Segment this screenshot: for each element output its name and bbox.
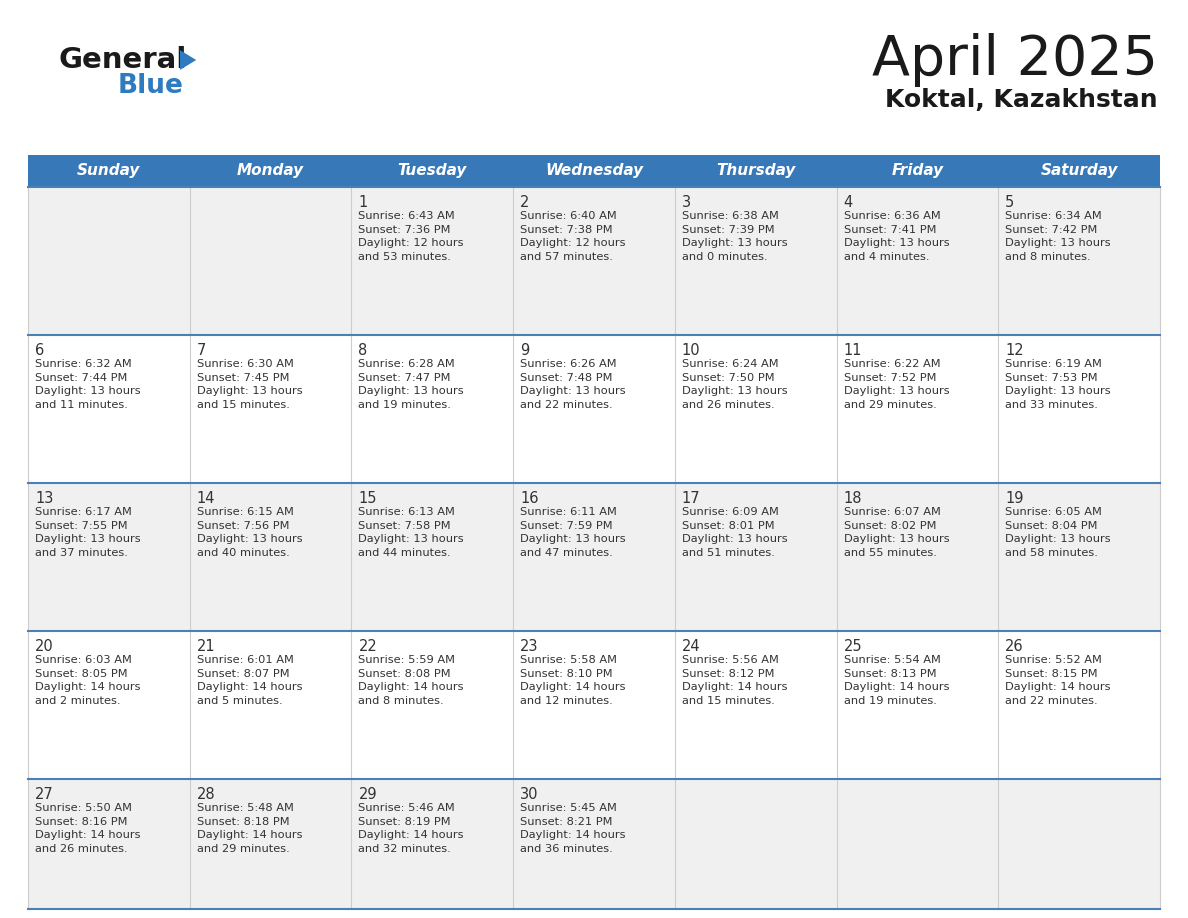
Text: April 2025: April 2025 [872, 33, 1158, 87]
Text: Sunrise: 6:15 AM
Sunset: 7:56 PM
Daylight: 13 hours
and 40 minutes.: Sunrise: 6:15 AM Sunset: 7:56 PM Dayligh… [197, 507, 302, 558]
Text: Sunrise: 6:17 AM
Sunset: 7:55 PM
Daylight: 13 hours
and 37 minutes.: Sunrise: 6:17 AM Sunset: 7:55 PM Dayligh… [34, 507, 140, 558]
Text: Koktal, Kazakhstan: Koktal, Kazakhstan [885, 88, 1158, 112]
Text: Sunrise: 5:50 AM
Sunset: 8:16 PM
Daylight: 14 hours
and 26 minutes.: Sunrise: 5:50 AM Sunset: 8:16 PM Dayligh… [34, 803, 140, 854]
Text: Sunrise: 6:38 AM
Sunset: 7:39 PM
Daylight: 13 hours
and 0 minutes.: Sunrise: 6:38 AM Sunset: 7:39 PM Dayligh… [682, 211, 788, 262]
Text: 18: 18 [843, 491, 862, 506]
Text: 15: 15 [359, 491, 377, 506]
Text: Sunrise: 6:07 AM
Sunset: 8:02 PM
Daylight: 13 hours
and 55 minutes.: Sunrise: 6:07 AM Sunset: 8:02 PM Dayligh… [843, 507, 949, 558]
Text: Sunrise: 6:32 AM
Sunset: 7:44 PM
Daylight: 13 hours
and 11 minutes.: Sunrise: 6:32 AM Sunset: 7:44 PM Dayligh… [34, 359, 140, 409]
Text: 16: 16 [520, 491, 538, 506]
Text: Sunrise: 6:43 AM
Sunset: 7:36 PM
Daylight: 12 hours
and 53 minutes.: Sunrise: 6:43 AM Sunset: 7:36 PM Dayligh… [359, 211, 465, 262]
Text: Thursday: Thursday [716, 163, 796, 178]
Text: Sunrise: 5:46 AM
Sunset: 8:19 PM
Daylight: 14 hours
and 32 minutes.: Sunrise: 5:46 AM Sunset: 8:19 PM Dayligh… [359, 803, 465, 854]
Text: 7: 7 [197, 343, 206, 358]
Text: Sunrise: 5:56 AM
Sunset: 8:12 PM
Daylight: 14 hours
and 15 minutes.: Sunrise: 5:56 AM Sunset: 8:12 PM Dayligh… [682, 655, 788, 706]
Text: Tuesday: Tuesday [398, 163, 467, 178]
Text: Sunday: Sunday [77, 163, 140, 178]
Text: Sunrise: 5:54 AM
Sunset: 8:13 PM
Daylight: 14 hours
and 19 minutes.: Sunrise: 5:54 AM Sunset: 8:13 PM Dayligh… [843, 655, 949, 706]
Text: 4: 4 [843, 195, 853, 210]
Text: Sunrise: 5:45 AM
Sunset: 8:21 PM
Daylight: 14 hours
and 36 minutes.: Sunrise: 5:45 AM Sunset: 8:21 PM Dayligh… [520, 803, 626, 854]
Text: Sunrise: 6:09 AM
Sunset: 8:01 PM
Daylight: 13 hours
and 51 minutes.: Sunrise: 6:09 AM Sunset: 8:01 PM Dayligh… [682, 507, 788, 558]
Text: Sunrise: 6:28 AM
Sunset: 7:47 PM
Daylight: 13 hours
and 19 minutes.: Sunrise: 6:28 AM Sunset: 7:47 PM Dayligh… [359, 359, 465, 409]
Text: 2: 2 [520, 195, 530, 210]
Polygon shape [181, 50, 196, 70]
Bar [29, 631, 1159, 779]
Text: 25: 25 [843, 639, 862, 654]
Text: Sunrise: 6:01 AM
Sunset: 8:07 PM
Daylight: 14 hours
and 5 minutes.: Sunrise: 6:01 AM Sunset: 8:07 PM Dayligh… [197, 655, 302, 706]
Text: Sunrise: 5:59 AM
Sunset: 8:08 PM
Daylight: 14 hours
and 8 minutes.: Sunrise: 5:59 AM Sunset: 8:08 PM Dayligh… [359, 655, 465, 706]
Text: 29: 29 [359, 787, 377, 802]
Text: Sunrise: 6:36 AM
Sunset: 7:41 PM
Daylight: 13 hours
and 4 minutes.: Sunrise: 6:36 AM Sunset: 7:41 PM Dayligh… [843, 211, 949, 262]
Text: Sunrise: 6:40 AM
Sunset: 7:38 PM
Daylight: 12 hours
and 57 minutes.: Sunrise: 6:40 AM Sunset: 7:38 PM Dayligh… [520, 211, 626, 262]
Text: Wednesday: Wednesday [545, 163, 643, 178]
Text: 24: 24 [682, 639, 701, 654]
Bar [29, 483, 1159, 631]
Text: 23: 23 [520, 639, 538, 654]
Text: Sunrise: 5:52 AM
Sunset: 8:15 PM
Daylight: 14 hours
and 22 minutes.: Sunrise: 5:52 AM Sunset: 8:15 PM Dayligh… [1005, 655, 1111, 706]
Text: 26: 26 [1005, 639, 1024, 654]
Text: Sunrise: 6:24 AM
Sunset: 7:50 PM
Daylight: 13 hours
and 26 minutes.: Sunrise: 6:24 AM Sunset: 7:50 PM Dayligh… [682, 359, 788, 409]
Text: Sunrise: 6:22 AM
Sunset: 7:52 PM
Daylight: 13 hours
and 29 minutes.: Sunrise: 6:22 AM Sunset: 7:52 PM Dayligh… [843, 359, 949, 409]
Text: 19: 19 [1005, 491, 1024, 506]
Text: 8: 8 [359, 343, 367, 358]
Text: Sunrise: 6:30 AM
Sunset: 7:45 PM
Daylight: 13 hours
and 15 minutes.: Sunrise: 6:30 AM Sunset: 7:45 PM Dayligh… [197, 359, 302, 409]
Text: Sunrise: 6:34 AM
Sunset: 7:42 PM
Daylight: 13 hours
and 8 minutes.: Sunrise: 6:34 AM Sunset: 7:42 PM Dayligh… [1005, 211, 1111, 262]
Text: 3: 3 [682, 195, 691, 210]
Bar [29, 155, 1159, 187]
Text: 22: 22 [359, 639, 377, 654]
Text: 9: 9 [520, 343, 530, 358]
Text: Sunrise: 6:03 AM
Sunset: 8:05 PM
Daylight: 14 hours
and 2 minutes.: Sunrise: 6:03 AM Sunset: 8:05 PM Dayligh… [34, 655, 140, 706]
Text: Sunrise: 6:13 AM
Sunset: 7:58 PM
Daylight: 13 hours
and 44 minutes.: Sunrise: 6:13 AM Sunset: 7:58 PM Dayligh… [359, 507, 465, 558]
Text: 1: 1 [359, 195, 367, 210]
Text: 20: 20 [34, 639, 53, 654]
Text: Sunrise: 5:58 AM
Sunset: 8:10 PM
Daylight: 14 hours
and 12 minutes.: Sunrise: 5:58 AM Sunset: 8:10 PM Dayligh… [520, 655, 626, 706]
Text: Friday: Friday [891, 163, 943, 178]
Text: Sunrise: 6:19 AM
Sunset: 7:53 PM
Daylight: 13 hours
and 33 minutes.: Sunrise: 6:19 AM Sunset: 7:53 PM Dayligh… [1005, 359, 1111, 409]
Bar [29, 187, 1159, 335]
Text: 21: 21 [197, 639, 215, 654]
Text: Monday: Monday [238, 163, 304, 178]
Text: Blue: Blue [118, 73, 184, 99]
Text: 5: 5 [1005, 195, 1015, 210]
Text: 11: 11 [843, 343, 862, 358]
Text: Sunrise: 6:05 AM
Sunset: 8:04 PM
Daylight: 13 hours
and 58 minutes.: Sunrise: 6:05 AM Sunset: 8:04 PM Dayligh… [1005, 507, 1111, 558]
Text: 27: 27 [34, 787, 53, 802]
Text: 10: 10 [682, 343, 701, 358]
Text: General: General [58, 46, 187, 74]
Text: Sunrise: 6:26 AM
Sunset: 7:48 PM
Daylight: 13 hours
and 22 minutes.: Sunrise: 6:26 AM Sunset: 7:48 PM Dayligh… [520, 359, 626, 409]
Text: 13: 13 [34, 491, 53, 506]
Text: Sunrise: 6:11 AM
Sunset: 7:59 PM
Daylight: 13 hours
and 47 minutes.: Sunrise: 6:11 AM Sunset: 7:59 PM Dayligh… [520, 507, 626, 558]
Text: 28: 28 [197, 787, 215, 802]
Text: 6: 6 [34, 343, 44, 358]
Bar [29, 779, 1159, 909]
Text: 12: 12 [1005, 343, 1024, 358]
Text: 17: 17 [682, 491, 701, 506]
Text: Sunrise: 5:48 AM
Sunset: 8:18 PM
Daylight: 14 hours
and 29 minutes.: Sunrise: 5:48 AM Sunset: 8:18 PM Dayligh… [197, 803, 302, 854]
Text: Saturday: Saturday [1041, 163, 1118, 178]
Text: 30: 30 [520, 787, 538, 802]
Text: 14: 14 [197, 491, 215, 506]
Bar [29, 335, 1159, 483]
